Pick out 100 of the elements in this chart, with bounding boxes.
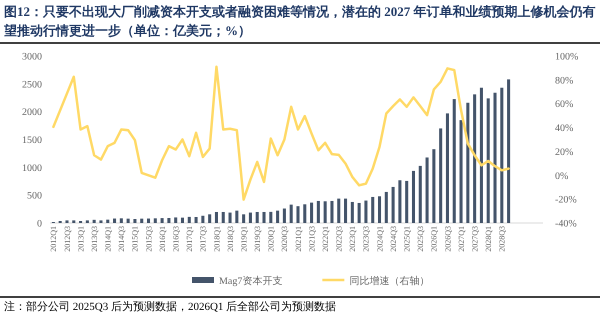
bar (86, 220, 89, 223)
x-tick-label: 2027Q3 (470, 226, 480, 252)
bar (201, 216, 204, 223)
bar (384, 192, 388, 223)
bar (276, 210, 280, 223)
bar (316, 200, 320, 223)
x-tick-label: 2014Q1 (104, 226, 113, 252)
x-tick-label: 2020Q3 (280, 226, 290, 252)
bar (99, 220, 102, 223)
x-tick-label: 2012Q3 (62, 226, 72, 252)
x-tick-label: 2013Q3 (90, 226, 99, 252)
x-tick-label: 2025Q3 (416, 226, 426, 252)
x-tick-label: 2014Q3 (117, 226, 126, 252)
bar (167, 218, 170, 223)
x-tick-label: 2012Q1 (49, 226, 58, 252)
bar (350, 202, 354, 223)
x-tick-label: 2016Q3 (171, 226, 180, 252)
bar (188, 216, 191, 223)
bar (296, 206, 300, 223)
x-tick-label: 2028Q1 (484, 226, 494, 252)
bar (473, 94, 476, 223)
text: 注：部分公司 2025Q3 后为预测数据，2026Q1 后全部公司为预测数据 (4, 300, 336, 313)
bar (426, 157, 429, 223)
bar (228, 212, 232, 223)
bar (146, 218, 150, 223)
bar (174, 217, 178, 223)
x-tick-label: 2017Q3 (198, 226, 208, 252)
bar (324, 201, 327, 223)
bar (460, 120, 463, 223)
bar (106, 220, 110, 223)
x-tick-label: 2019Q1 (239, 226, 248, 252)
bar (344, 198, 348, 223)
bar (432, 149, 436, 223)
x-tick-label: 2023Q1 (348, 226, 358, 252)
y2-tick-label: -20% (555, 194, 577, 206)
bar (392, 186, 395, 223)
x-tick-label: 2013Q1 (76, 226, 86, 252)
x-tick-label: 2022Q3 (334, 226, 344, 252)
bar (486, 98, 490, 223)
y-tick-label: 500 (27, 190, 42, 202)
y2-tick-label: 0% (555, 170, 568, 182)
bar (92, 220, 96, 223)
bar (154, 218, 157, 223)
bar (493, 92, 497, 223)
bar (269, 212, 272, 223)
x-tick-label: 2021Q1 (294, 226, 303, 252)
bar (290, 204, 293, 223)
y-tick-label: 0 (37, 218, 42, 230)
bar (446, 113, 449, 223)
y-tick-label: 2500 (22, 79, 42, 90)
bar (507, 79, 510, 223)
bar (303, 204, 306, 223)
x-tick-label: 2028Q3 (498, 226, 507, 252)
bar (358, 202, 361, 223)
bar (452, 99, 456, 223)
y-tick-label: 3000 (22, 52, 42, 62)
bar (500, 88, 504, 223)
y2-tick-label: -40% (555, 218, 577, 230)
bar (235, 210, 238, 223)
x-tick-label: 2024Q3 (388, 226, 398, 252)
bar (466, 102, 470, 223)
bar (113, 218, 116, 223)
bar (310, 202, 314, 223)
bar (140, 218, 144, 223)
bar (222, 212, 225, 223)
bar (65, 220, 69, 223)
bar (371, 196, 374, 223)
x-tick-label: 2015Q3 (144, 226, 154, 252)
bar (439, 128, 442, 223)
bar (418, 166, 422, 223)
bar (364, 200, 368, 223)
x-tick-label: 2018Q3 (226, 226, 235, 252)
bar (208, 214, 212, 223)
bar (330, 200, 334, 223)
bar (180, 218, 184, 223)
x-tick-label: 2017Q1 (185, 226, 194, 252)
x-tick-label: 2020Q1 (266, 226, 276, 252)
legend-label: 同比增速（右轴） (349, 275, 430, 287)
bar (282, 208, 286, 223)
bar (398, 180, 402, 223)
bar (405, 180, 408, 223)
y2-tick-label: 40% (555, 123, 574, 134)
y2-tick-label: 100% (555, 52, 578, 62)
bar (160, 218, 164, 223)
bar (337, 198, 340, 223)
y-tick-label: 2000 (22, 107, 42, 118)
x-tick-label: 2018Q1 (212, 226, 222, 252)
bar (72, 220, 76, 223)
x-tick-label: 2026Q1 (430, 226, 439, 252)
bar (126, 218, 130, 223)
y-tick-label: 1500 (22, 135, 42, 146)
x-tick-label: 2015Q1 (130, 226, 140, 252)
bar (248, 212, 252, 223)
y2-tick-label: 80% (555, 75, 574, 86)
y-tick-label: 1000 (22, 162, 42, 174)
chart-title: 图12：只要不出现大厂削减资本开支或者融资困难等情况，潜在的 2027 年订单和业绩预期上修机会仍有望推动行情更进一步（单位：亿美元；%） (4, 3, 596, 40)
y2-tick-label: 60% (555, 99, 574, 110)
x-tick-label: 2023Q3 (362, 226, 371, 252)
bar (194, 216, 198, 223)
x-tick-label: 2022Q1 (320, 226, 330, 252)
